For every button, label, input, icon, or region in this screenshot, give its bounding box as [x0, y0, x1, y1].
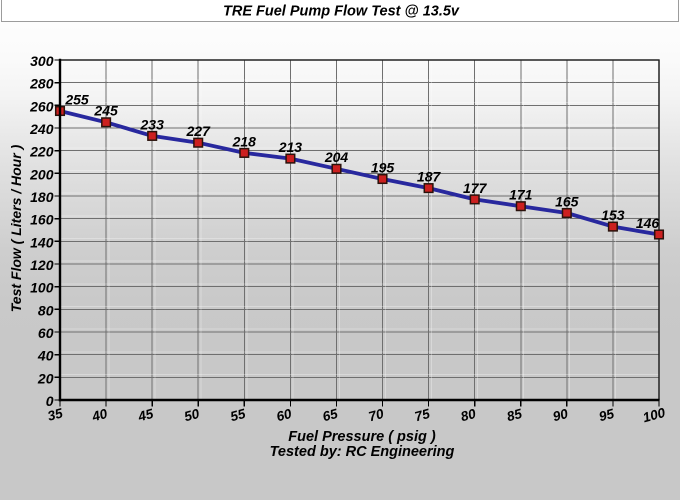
- svg-text:140: 140: [30, 234, 54, 250]
- svg-text:146: 146: [636, 215, 660, 231]
- svg-text:233: 233: [140, 116, 165, 132]
- svg-text:260: 260: [29, 98, 54, 114]
- svg-text:Tested by: RC Engineering: Tested by: RC Engineering: [270, 444, 455, 460]
- svg-text:195: 195: [371, 159, 395, 175]
- svg-text:40: 40: [37, 348, 54, 364]
- svg-text:50: 50: [183, 406, 202, 425]
- svg-text:75: 75: [413, 406, 432, 425]
- svg-text:177: 177: [463, 180, 488, 196]
- svg-text:65: 65: [321, 406, 340, 425]
- svg-text:95: 95: [597, 406, 616, 425]
- svg-text:153: 153: [601, 207, 625, 223]
- svg-text:240: 240: [29, 121, 54, 137]
- svg-text:165: 165: [555, 193, 579, 209]
- svg-text:0: 0: [46, 393, 54, 409]
- svg-text:TRE Fuel Pump Flow Test @ 13.5: TRE Fuel Pump Flow Test @ 13.5v: [223, 4, 460, 20]
- svg-text:227: 227: [186, 123, 212, 139]
- svg-text:218: 218: [232, 133, 257, 149]
- svg-text:100: 100: [641, 405, 667, 425]
- svg-text:20: 20: [37, 370, 54, 386]
- svg-text:55: 55: [229, 406, 248, 425]
- svg-text:90: 90: [551, 406, 570, 425]
- svg-text:220: 220: [29, 144, 54, 160]
- svg-text:280: 280: [29, 76, 54, 92]
- svg-text:60: 60: [38, 325, 54, 341]
- svg-text:35: 35: [46, 405, 65, 424]
- svg-text:300: 300: [30, 53, 54, 69]
- svg-text:213: 213: [278, 139, 303, 155]
- svg-text:85: 85: [505, 406, 524, 425]
- svg-text:100: 100: [30, 280, 54, 296]
- svg-text:160: 160: [30, 212, 54, 228]
- svg-text:245: 245: [93, 103, 118, 119]
- svg-text:Fuel Pressure ( psig ): Fuel Pressure ( psig ): [288, 429, 436, 445]
- svg-text:200: 200: [29, 166, 54, 182]
- svg-text:187: 187: [417, 169, 442, 185]
- svg-text:70: 70: [367, 406, 386, 425]
- svg-text:80: 80: [38, 302, 54, 318]
- svg-text:45: 45: [136, 406, 156, 425]
- svg-text:120: 120: [30, 257, 54, 273]
- svg-text:40: 40: [90, 406, 110, 425]
- svg-text:180: 180: [30, 189, 54, 205]
- svg-text:80: 80: [459, 406, 478, 425]
- svg-text:Test Flow ( Liters / Hour ): Test Flow ( Liters / Hour ): [8, 144, 24, 312]
- svg-text:60: 60: [275, 406, 294, 425]
- svg-text:171: 171: [509, 187, 533, 203]
- svg-text:204: 204: [324, 149, 349, 165]
- svg-text:255: 255: [64, 91, 89, 107]
